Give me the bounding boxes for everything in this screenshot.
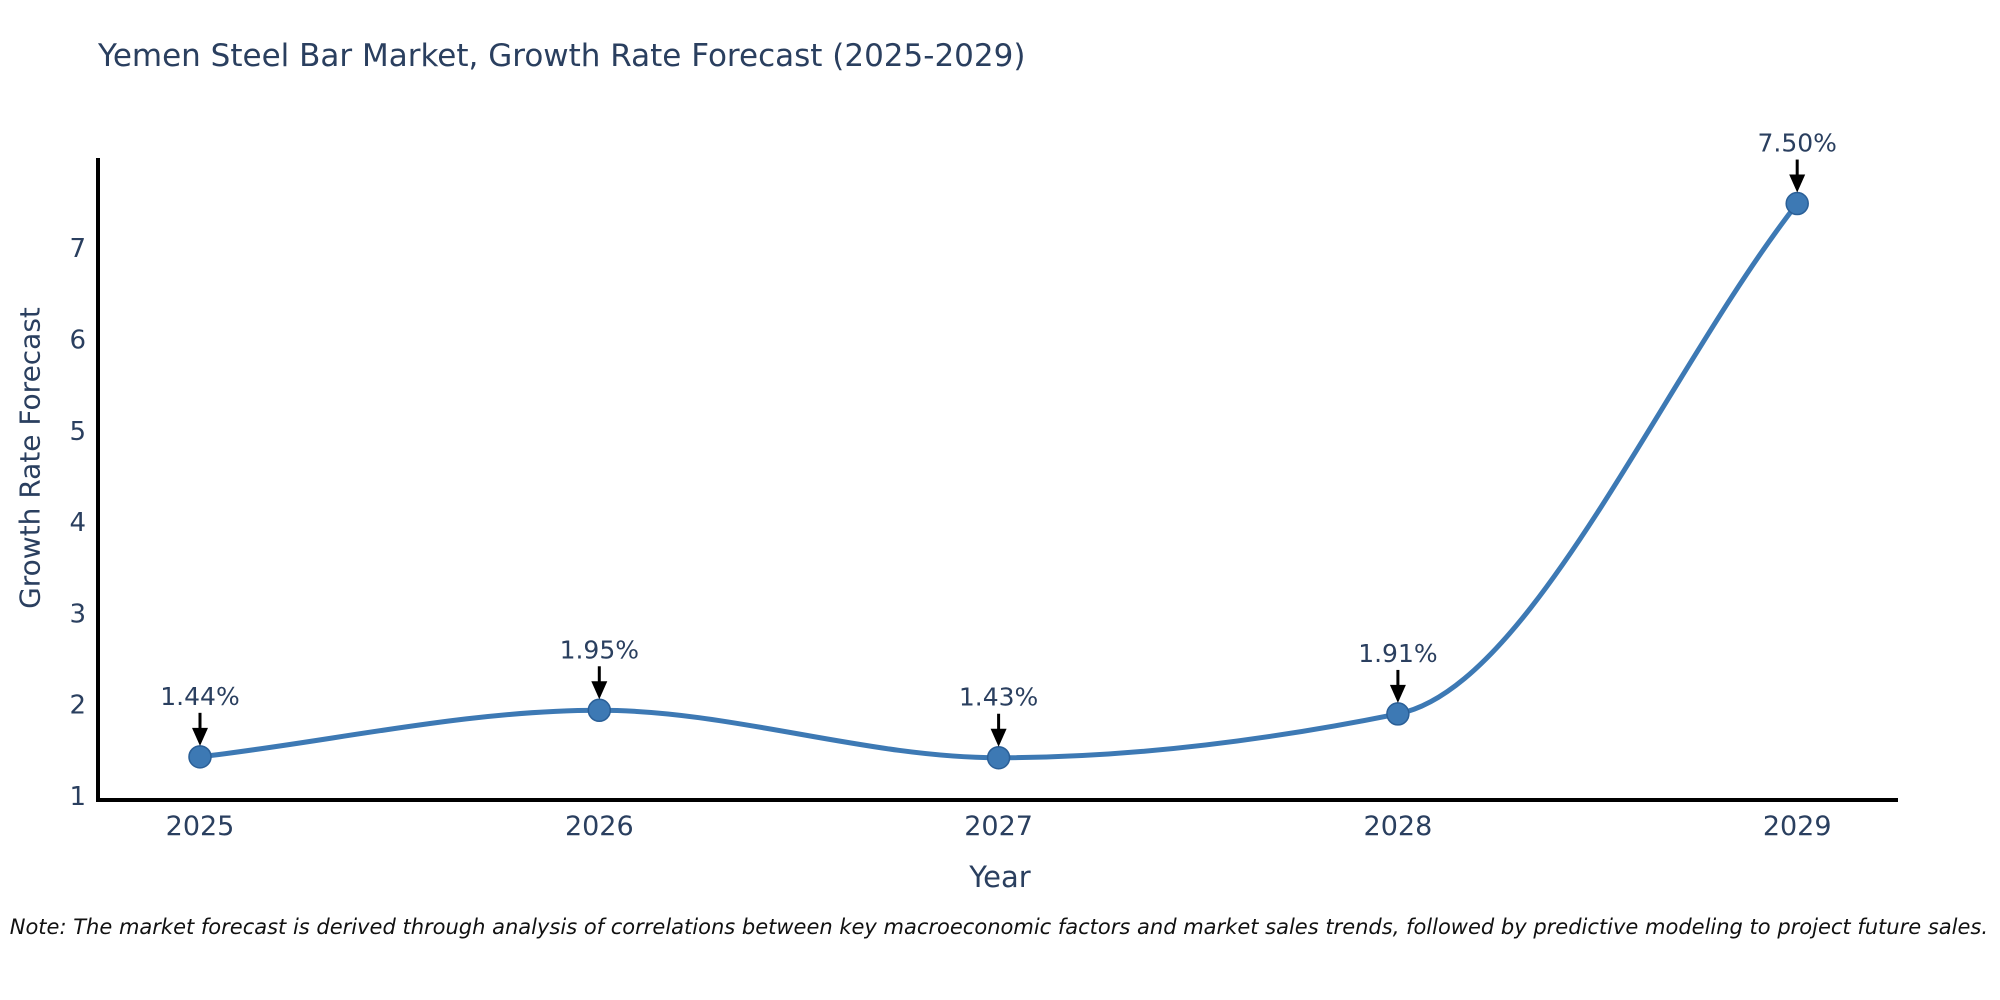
annotation-label: 1.95% [560, 635, 639, 664]
x-tick-label: 2029 [1763, 811, 1832, 842]
annotation-label: 1.44% [160, 682, 239, 711]
annotation-label: 7.50% [1757, 129, 1836, 158]
y-tick-label: 6 [69, 326, 86, 356]
y-tick-label: 3 [69, 599, 86, 629]
data-point-2028[interactable] [1386, 702, 1410, 726]
annotation-arrowhead-icon [591, 681, 608, 700]
x-tick-label: 2025 [166, 811, 235, 842]
chart-title: Yemen Steel Bar Market, Growth Rate Fore… [98, 38, 1026, 74]
annotation-arrowhead-icon [1789, 174, 1806, 193]
annotation-arrowhead-icon [192, 727, 208, 746]
data-point-2026[interactable] [587, 698, 612, 723]
annotation-arrowhead-icon [990, 728, 1007, 747]
line-series [197, 201, 1800, 761]
x-tick-label: 2026 [565, 811, 634, 842]
annotation-label: 1.91% [1358, 639, 1437, 668]
y-tick-label: 4 [69, 508, 86, 538]
y-tick-label: 5 [69, 417, 86, 447]
x-tick-label: 2027 [964, 811, 1033, 842]
annotation-label: 1.43% [959, 683, 1038, 712]
data-point-2027[interactable] [986, 745, 1011, 770]
data-point-2025[interactable] [188, 745, 212, 769]
x-axis-title: Year [969, 860, 1031, 894]
y-tick-label: 7 [69, 234, 86, 264]
y-tick-label: 2 [69, 691, 86, 721]
footnote: Note: The market forecast is derived thr… [9, 915, 1988, 939]
x-tick-label: 2028 [1364, 811, 1433, 842]
annotation-arrowhead-icon [1389, 684, 1406, 703]
data-point-2029[interactable] [1785, 191, 1809, 216]
y-tick-label: 1 [69, 782, 86, 812]
